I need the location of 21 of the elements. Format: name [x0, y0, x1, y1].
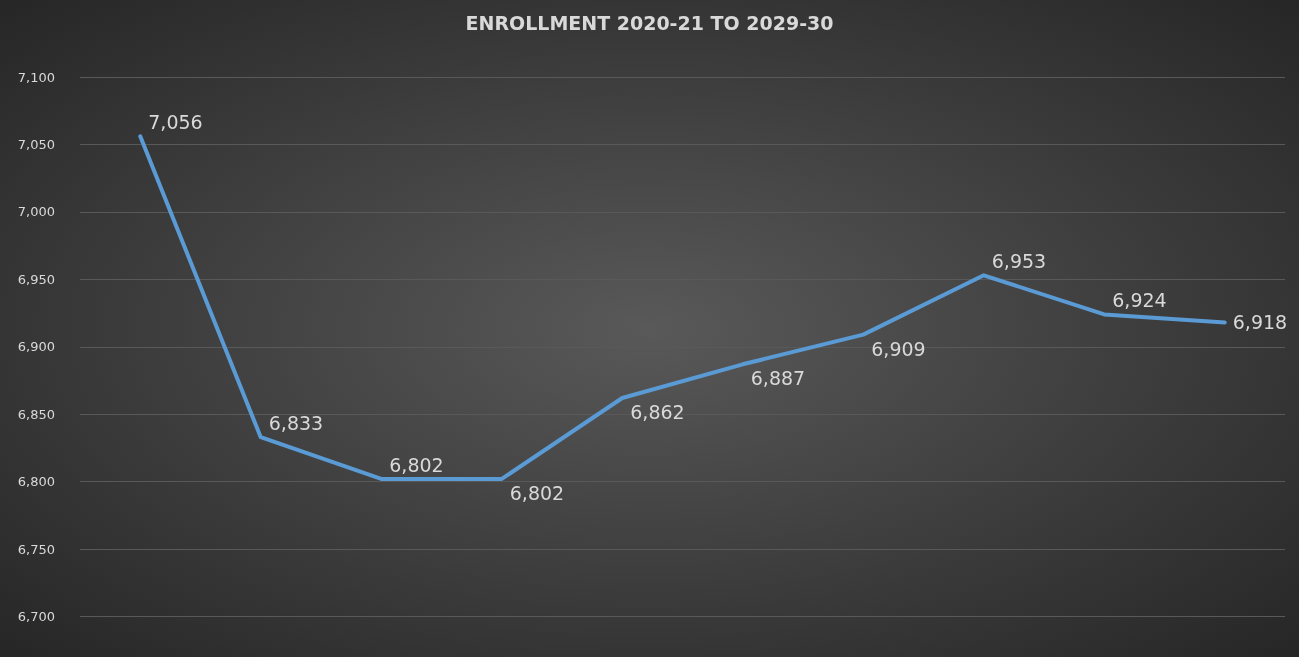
data-label: 7,056	[148, 111, 203, 134]
data-label: 6,802	[389, 453, 444, 476]
y-tick-label: 6,900	[17, 339, 55, 355]
data-label: 6,802	[509, 481, 565, 504]
y-tick-label: 7,100	[17, 69, 55, 85]
y-tick-label: 6,800	[17, 474, 55, 490]
data-label: 6,953	[991, 250, 1047, 273]
chart-title: ENROLLMENT 2020-21 TO 2029-30	[465, 11, 834, 34]
y-tick-label: 6,700	[17, 609, 55, 625]
y-tick-label: 6,750	[17, 541, 55, 557]
y-tick-label: 6,950	[17, 271, 55, 287]
data-label: 6,918	[1232, 311, 1288, 334]
y-tick-label: 6,850	[17, 406, 55, 422]
y-tick-label: 7,050	[17, 136, 55, 152]
data-label: 6,887	[750, 367, 806, 390]
data-label: 6,909	[871, 337, 926, 360]
y-tick-label: 7,000	[17, 204, 55, 220]
data-label: 6,924	[1112, 289, 1167, 312]
data-label: 6,862	[630, 401, 685, 424]
line-series	[138, 134, 1227, 481]
data-label: 6,833	[268, 412, 324, 435]
